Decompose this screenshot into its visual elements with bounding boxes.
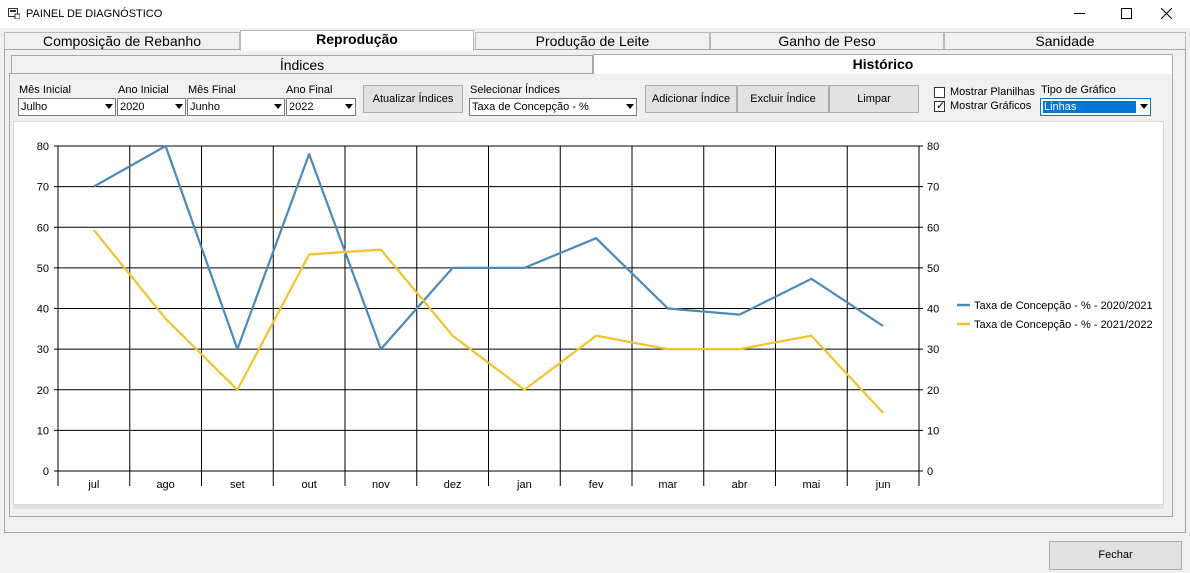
tab-reproducao[interactable]: Reprodução bbox=[240, 30, 474, 51]
y2-tick-label: 20 bbox=[927, 385, 939, 397]
x-tick-label: jan bbox=[516, 479, 532, 491]
excluir-indice-button[interactable]: Excluir Índice bbox=[737, 85, 829, 113]
x-tick-label: jun bbox=[875, 479, 891, 491]
tab-producao-leite[interactable]: Produção de Leite bbox=[475, 32, 710, 50]
mes-final-select[interactable]: Junho bbox=[187, 98, 285, 116]
x-tick-label: jul bbox=[87, 479, 99, 491]
line-chart: 0 0 10 10 20 20 30 30 40 40 50 50 60 60 70 70 80 80 jul ago… bbox=[37, 141, 1153, 491]
y-tick-label: 40 bbox=[37, 304, 49, 316]
ano-inicial-label: Ano Inicial bbox=[118, 84, 169, 96]
checkmark-icon: ✓ bbox=[936, 99, 946, 112]
y2-tick-label: 30 bbox=[927, 344, 939, 356]
tab-indices[interactable]: Índices bbox=[11, 55, 593, 74]
mes-final-label: Mês Final bbox=[188, 84, 236, 96]
horizontal-scrollbar[interactable] bbox=[13, 505, 1164, 509]
y2-tick-label: 70 bbox=[927, 182, 939, 194]
tab-ganho-peso[interactable]: Ganho de Peso bbox=[710, 32, 944, 50]
ano-inicial-value: 2020 bbox=[120, 101, 145, 113]
mostrar-graficos-label: Mostrar Gráficos bbox=[950, 100, 1032, 112]
x-tick-label: set bbox=[230, 479, 245, 491]
atualizar-indices-button[interactable]: Atualizar Índices bbox=[363, 85, 463, 113]
tab-sanidade[interactable]: Sanidade bbox=[944, 32, 1186, 50]
y-tick-label: 70 bbox=[37, 182, 49, 194]
y2-tick-label: 0 bbox=[927, 466, 933, 478]
y2-tick-label: 60 bbox=[927, 222, 939, 234]
title-bar: PAINEL DE DIAGNÓSTICO bbox=[0, 0, 1190, 28]
fechar-button[interactable]: Fechar bbox=[1049, 541, 1182, 570]
chevron-down-icon bbox=[626, 104, 634, 109]
series-line-1 bbox=[93, 144, 884, 351]
mes-inicial-value: Julho bbox=[21, 101, 48, 113]
mostrar-graficos-checkbox[interactable]: ✓ bbox=[934, 99, 946, 112]
y-tick-label: 0 bbox=[43, 466, 49, 478]
selecionar-indices-label: Selecionar Índices bbox=[470, 84, 560, 96]
window-title: PAINEL DE DIAGNÓSTICO bbox=[26, 8, 163, 20]
x-tick-label: nov bbox=[372, 479, 390, 491]
minimize-icon bbox=[1074, 13, 1085, 14]
close-button[interactable] bbox=[1144, 0, 1190, 28]
y2-tick-label: 40 bbox=[927, 304, 939, 316]
tipo-grafico-label: Tipo de Gráfico bbox=[1041, 84, 1116, 96]
y2-tick-label: 10 bbox=[927, 425, 939, 437]
y2-tick-label: 80 bbox=[927, 141, 939, 153]
mostrar-planilhas-label: Mostrar Planilhas bbox=[950, 86, 1035, 98]
x-tick-label: ago bbox=[156, 479, 174, 491]
maximize-button[interactable] bbox=[1104, 0, 1150, 28]
y-tick-label: 20 bbox=[37, 385, 49, 397]
close-icon bbox=[1161, 8, 1172, 19]
limpar-button[interactable]: Limpar bbox=[829, 85, 919, 113]
y-tick-label: 10 bbox=[37, 425, 49, 437]
ano-final-label: Ano Final bbox=[286, 84, 333, 96]
chevron-down-icon bbox=[175, 104, 183, 109]
selecionar-indices-select[interactable]: Taxa de Concepção - % bbox=[469, 98, 637, 116]
x-tick-label: fev bbox=[589, 479, 604, 491]
x-tick-label: out bbox=[301, 479, 316, 491]
minimize-button[interactable] bbox=[1057, 0, 1103, 28]
chevron-down-icon bbox=[105, 104, 113, 109]
series-line-2 bbox=[93, 229, 884, 414]
y2-tick-label: 50 bbox=[927, 263, 939, 275]
mes-final-value: Junho bbox=[190, 101, 220, 113]
y-tick-label: 80 bbox=[37, 141, 49, 153]
legend-label: Taxa de Concepção - % - 2021/2022 bbox=[974, 319, 1153, 331]
y-tick-label: 30 bbox=[37, 344, 49, 356]
ano-inicial-select[interactable]: 2020 bbox=[117, 98, 186, 116]
mostrar-planilhas-checkbox[interactable] bbox=[934, 87, 945, 98]
x-tick-label: mai bbox=[803, 479, 821, 491]
maximize-icon bbox=[1121, 8, 1132, 19]
adicionar-indice-button[interactable]: Adicionar Índice bbox=[645, 85, 737, 113]
x-tick-label: mar bbox=[658, 479, 677, 491]
ano-final-select[interactable]: 2022 bbox=[286, 98, 356, 116]
x-tick-label: abr bbox=[732, 479, 748, 491]
chart-area: 0 0 10 10 20 20 30 30 40 40 50 50 60 60 70 70 80 80 jul ago… bbox=[13, 121, 1164, 505]
tab-composicao-rebanho[interactable]: Composição de Rebanho bbox=[4, 32, 240, 50]
y-tick-label: 60 bbox=[37, 222, 49, 234]
main-tab-bar: Composição de Rebanho Reprodução Produçã… bbox=[0, 30, 1190, 51]
mes-inicial-select[interactable]: Julho bbox=[18, 98, 116, 116]
legend-label: Taxa de Concepção - % - 2020/2021 bbox=[974, 300, 1153, 312]
chevron-down-icon bbox=[274, 104, 282, 109]
x-tick-label: dez bbox=[444, 479, 462, 491]
ano-final-value: 2022 bbox=[289, 101, 314, 113]
y-tick-label: 50 bbox=[37, 263, 49, 275]
tipo-grafico-select[interactable]: Linhas bbox=[1040, 98, 1151, 116]
tipo-grafico-value: Linhas bbox=[1043, 101, 1136, 113]
chevron-down-icon bbox=[1140, 104, 1148, 109]
chevron-down-icon bbox=[345, 104, 353, 109]
tab-historico[interactable]: Histórico bbox=[593, 54, 1173, 74]
app-icon bbox=[8, 8, 20, 19]
selecionar-indices-value: Taxa de Concepção - % bbox=[472, 101, 589, 113]
mes-inicial-label: Mês Inicial bbox=[19, 84, 71, 96]
